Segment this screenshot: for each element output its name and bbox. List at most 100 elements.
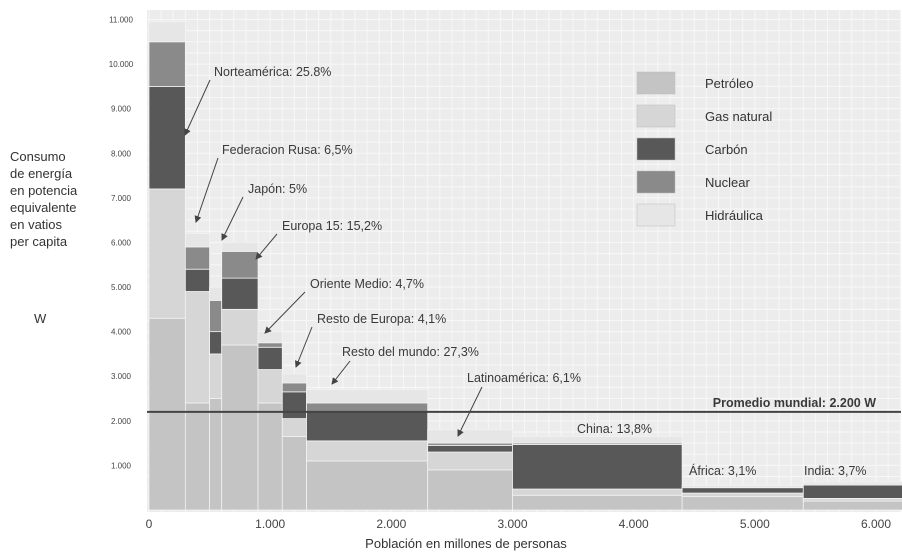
bar-segment-carbn bbox=[257, 346, 283, 370]
bar-segment-carbn bbox=[802, 484, 902, 499]
bar-segment-carbn bbox=[209, 331, 223, 355]
bar-segment-nuclear bbox=[306, 402, 429, 413]
bar-segment-nuclear bbox=[148, 41, 186, 87]
average-line-label: Promedio mundial: 2.200 W bbox=[713, 396, 876, 410]
legend-swatch bbox=[636, 71, 676, 95]
x-axis-ticks: 0 1.000 2.000 3.000 4.000 5.000 6.000 bbox=[146, 517, 892, 531]
bar-segment-petrleo bbox=[148, 317, 186, 511]
annotation-label: Europa 15: 15,2% bbox=[282, 219, 382, 233]
y-tick-label: 11.000 bbox=[109, 16, 133, 25]
bar-segment-petrleo bbox=[681, 496, 804, 511]
annotation-label: África: 3,1% bbox=[689, 463, 756, 478]
bar-segment-hidrulica bbox=[281, 373, 307, 384]
bar-segment-petrleo bbox=[257, 402, 283, 511]
bar-segment-carbn bbox=[681, 487, 804, 494]
bar-segment-gas-natural bbox=[257, 369, 283, 404]
legend-label: Carbón bbox=[705, 142, 748, 157]
bar-segment-hidrulica bbox=[681, 485, 804, 489]
annotation-arrow bbox=[457, 386, 483, 437]
bar-segment-gas-natural bbox=[427, 451, 513, 471]
bar-segment-carbn bbox=[512, 444, 683, 490]
y-tick-label: 4.000 bbox=[111, 328, 132, 337]
legend-label: Nuclear bbox=[705, 175, 750, 190]
bar-segment-hidrulica bbox=[148, 21, 186, 43]
annotation-arrow bbox=[194, 157, 219, 223]
annotation-label: China: 13,8% bbox=[577, 422, 652, 436]
bar-segment-petrleo bbox=[184, 402, 210, 511]
x-tick-label: 5.000 bbox=[740, 517, 770, 531]
bar-segment-carbn bbox=[306, 411, 429, 442]
annotation-arrow bbox=[264, 291, 306, 334]
legend-label: Hidráulica bbox=[705, 208, 764, 223]
annotation-label: Federacion Rusa: 6,5% bbox=[222, 143, 353, 157]
y-tick-label: 10.000 bbox=[109, 60, 134, 69]
bar-segment-petrleo bbox=[512, 494, 683, 511]
x-tick-label: 1.000 bbox=[255, 517, 285, 531]
bar-segment-gas-natural bbox=[184, 291, 210, 404]
bar-segment-gas-natural bbox=[209, 353, 223, 399]
y-axis-label: Consumo de energía en potencia equivalen… bbox=[10, 148, 160, 250]
bar-segment-nuclear bbox=[184, 246, 210, 270]
bar-segment-petrleo bbox=[209, 398, 223, 511]
legend-label: Gas natural bbox=[705, 109, 772, 124]
bar-segment-carbn bbox=[221, 277, 259, 310]
average-line-group: Promedio mundial: 2.200 W bbox=[147, 396, 901, 413]
y-axis-label-line: en potencia bbox=[10, 183, 78, 198]
y-axis-label-line: en vatios bbox=[10, 217, 63, 232]
y-axis-label-line: equivalente bbox=[10, 200, 77, 215]
bar-segment-gas-natural bbox=[281, 418, 307, 437]
y-tick-label: 6.000 bbox=[111, 238, 132, 247]
bar-segment-gas-natural bbox=[681, 492, 804, 498]
bars-group bbox=[148, 21, 902, 511]
annotation-arrow bbox=[184, 79, 211, 136]
bar-segment-nuclear bbox=[209, 300, 223, 333]
bar-segment-nuclear bbox=[221, 250, 259, 279]
annotation-label: Resto del mundo: 27,3% bbox=[342, 345, 479, 359]
bar-segment-hidrulica bbox=[221, 242, 259, 252]
bar-segment-carbn bbox=[184, 268, 210, 292]
annotation-arrow bbox=[221, 196, 244, 241]
annotation-label: India: 3,7% bbox=[804, 464, 867, 478]
x-tick-label: 2.000 bbox=[376, 517, 406, 531]
x-tick-label: 6.000 bbox=[861, 517, 891, 531]
y-axis-label-line: Consumo bbox=[10, 149, 66, 164]
annotations-group: Norteamérica: 25.8% Federacion Rusa: 6,5%… bbox=[184, 65, 867, 478]
bar-segment-hidrulica bbox=[427, 429, 513, 444]
bar-segment-gas-natural bbox=[221, 308, 259, 346]
bar-segment-hidrulica bbox=[257, 331, 283, 344]
y-tick-label: 1.000 bbox=[111, 461, 132, 470]
annotation-label: Resto de Europa: 4,1% bbox=[317, 312, 446, 326]
bar-segment-hidrulica bbox=[209, 286, 223, 301]
y-axis-ticks: 1.000 2.000 3.000 4.000 5.000 6.000 7.000 8.000… bbox=[109, 16, 134, 471]
bar-segment-petrleo bbox=[802, 500, 902, 511]
bar-segment-hidrulica bbox=[512, 436, 683, 444]
legend-swatch bbox=[636, 170, 676, 194]
bar-segment-hidrulica bbox=[306, 389, 429, 404]
y-tick-label: 7.000 bbox=[111, 194, 132, 203]
y-tick-label: 8.000 bbox=[111, 149, 132, 158]
annotation-arrow bbox=[331, 360, 351, 385]
bar-segment-hidrulica bbox=[802, 481, 902, 485]
bar-segment-nuclear bbox=[257, 342, 283, 348]
y-tick-label: 9.000 bbox=[111, 105, 132, 114]
y-axis-unit: W bbox=[34, 311, 47, 326]
bar-segment-gas-natural bbox=[306, 440, 429, 462]
bar-segment-carbn bbox=[427, 444, 513, 453]
annotation-label: Norteamérica: 25.8% bbox=[214, 65, 331, 79]
y-tick-label: 5.000 bbox=[111, 283, 132, 292]
x-tick-label: 4.000 bbox=[619, 517, 649, 531]
y-tick-label: 2.000 bbox=[111, 417, 132, 426]
annotation-label: Oriente Medio: 4,7% bbox=[310, 277, 424, 291]
y-axis-label-line: de energía bbox=[10, 166, 73, 181]
y-axis-label-line: per capita bbox=[10, 234, 68, 249]
bar-segment-petrleo bbox=[281, 436, 307, 511]
x-axis-label: Población en millones de personas bbox=[365, 536, 567, 551]
legend-swatch bbox=[636, 104, 676, 128]
x-tick-label: 3.000 bbox=[497, 517, 527, 531]
legend-swatch bbox=[636, 203, 676, 227]
annotation-label: Latinoamérica: 6,1% bbox=[467, 371, 581, 385]
bar-segment-gas-natural bbox=[512, 488, 683, 496]
bar-segment-nuclear bbox=[281, 382, 307, 393]
bar-segment-petrleo bbox=[306, 460, 429, 511]
